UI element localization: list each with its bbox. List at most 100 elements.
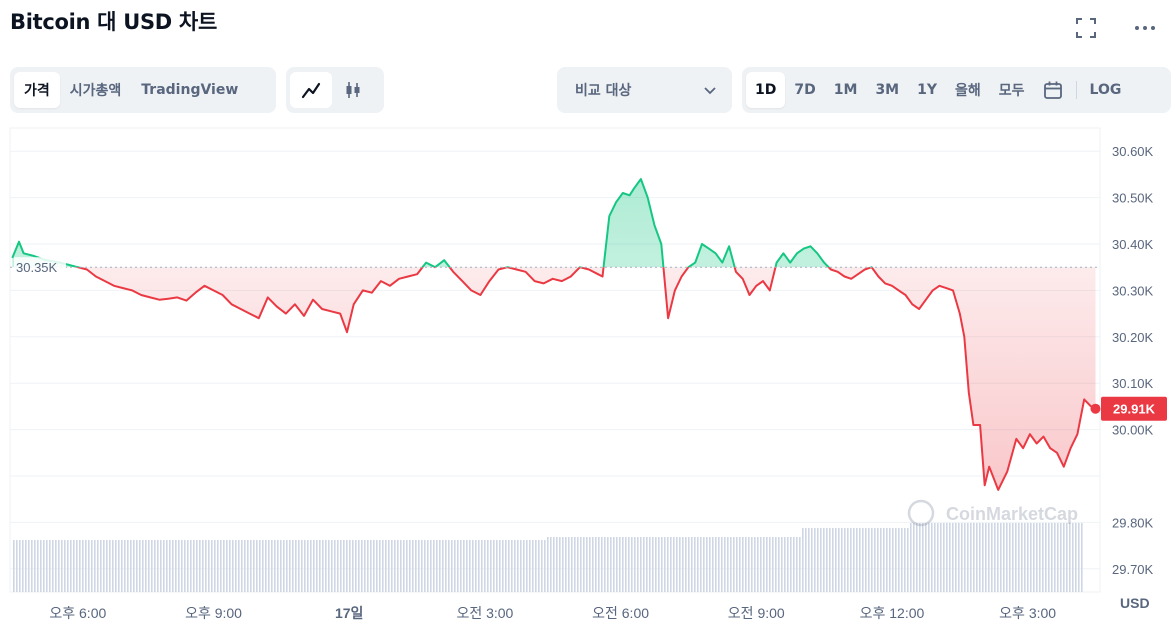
volume-bar xyxy=(553,537,555,592)
volume-bar xyxy=(604,537,606,592)
volume-bar xyxy=(496,540,498,592)
volume-bar xyxy=(313,540,315,592)
current-price-label: 29.91K xyxy=(1113,402,1156,417)
volume-bar xyxy=(172,540,174,592)
volume-bar xyxy=(886,528,888,592)
volume-bar xyxy=(127,540,129,592)
volume-bar xyxy=(106,540,108,592)
tab-market-cap[interactable]: 시가총액 xyxy=(69,83,122,99)
volume-bar xyxy=(226,540,228,592)
y-tick-label: 30.30K xyxy=(1112,283,1154,298)
volume-bar xyxy=(121,540,123,592)
volume-bar xyxy=(460,540,462,592)
volume-bar xyxy=(799,537,801,592)
compare-label: 비교 대상 xyxy=(575,83,632,99)
volume-bar xyxy=(532,540,534,592)
volume-bar xyxy=(1081,523,1083,592)
volume-bar xyxy=(94,540,96,592)
volume-bar xyxy=(253,540,255,592)
volume-bar xyxy=(481,540,483,592)
date-range-button[interactable] xyxy=(1034,72,1072,108)
range-1m[interactable]: 1M xyxy=(833,82,858,98)
volume-bar xyxy=(343,540,345,592)
volume-bar xyxy=(457,540,459,592)
volume-bar xyxy=(523,540,525,592)
tab-tradingview[interactable]: TradingView xyxy=(141,82,239,98)
x-tick-label: 오전 9:00 xyxy=(728,605,785,621)
volume-bar xyxy=(49,540,51,592)
y-tick-label: 30.60K xyxy=(1112,144,1154,159)
volume-bar xyxy=(841,528,843,592)
volume-bar xyxy=(31,540,33,592)
volume-bar xyxy=(868,528,870,592)
volume-bar xyxy=(1069,523,1071,592)
volume-bar xyxy=(316,540,318,592)
volume-bar xyxy=(484,540,486,592)
range-1d[interactable]: 1D xyxy=(746,72,786,108)
volume-bar xyxy=(61,540,63,592)
volume-bar xyxy=(154,540,156,592)
volume-bar xyxy=(724,537,726,592)
range-7d[interactable]: 7D xyxy=(794,82,816,98)
volume-bar xyxy=(454,540,456,592)
volume-bar xyxy=(463,540,465,592)
x-tick-label: 오후 6:00 xyxy=(49,605,106,621)
volume-bar xyxy=(940,523,942,592)
more-options-icon[interactable] xyxy=(1131,14,1159,42)
volume-bar xyxy=(241,540,243,592)
line-chart-button[interactable] xyxy=(290,72,332,108)
volume-bar xyxy=(772,537,774,592)
volume-bar xyxy=(970,523,972,592)
last-price-dot xyxy=(1090,403,1101,414)
volume-bar xyxy=(328,540,330,592)
tab-price[interactable]: 가격 xyxy=(14,72,60,108)
volume-bar xyxy=(985,523,987,592)
volume-bar xyxy=(55,540,57,592)
volume-bar xyxy=(790,537,792,592)
range-1y[interactable]: 1Y xyxy=(917,82,938,98)
compare-dropdown[interactable]: 비교 대상 xyxy=(557,67,732,113)
volume-bar xyxy=(808,528,810,592)
log-scale-toggle[interactable]: LOG xyxy=(1089,82,1122,98)
volume-bar xyxy=(631,537,633,592)
volume-bar xyxy=(565,537,567,592)
candlestick-button[interactable] xyxy=(332,72,374,108)
volume-bar xyxy=(28,540,30,592)
baseline-label: 30.35K xyxy=(16,260,58,275)
volume-bar xyxy=(664,537,666,592)
volume-bar xyxy=(256,540,258,592)
volume-bar xyxy=(142,540,144,592)
volume-bar xyxy=(922,523,924,592)
volume-bar xyxy=(76,540,78,592)
volume-bar xyxy=(1066,523,1068,592)
coinmarketcap-watermark: CoinMarketCap xyxy=(907,499,1078,527)
volume-bar xyxy=(715,537,717,592)
volume-bar xyxy=(211,540,213,592)
volume-bar xyxy=(13,540,15,592)
volume-bar xyxy=(997,523,999,592)
volume-bar xyxy=(403,540,405,592)
toolbar-divider xyxy=(1075,81,1077,99)
price-chart[interactable]: 30.60K 30.50K 30.40K 30.30K 30.20K 30.10K 30.0… xyxy=(0,120,1172,624)
volume-bar xyxy=(145,540,147,592)
volume-bar xyxy=(1042,523,1044,592)
range-3m[interactable]: 3M xyxy=(875,82,900,98)
volume-bar xyxy=(727,537,729,592)
volume-bar xyxy=(949,523,951,592)
volume-bar xyxy=(262,540,264,592)
volume-bar xyxy=(670,537,672,592)
volume-bar xyxy=(685,537,687,592)
volume-bar xyxy=(409,540,411,592)
range-all[interactable]: 모두 xyxy=(998,83,1025,99)
time-range-tabs: 1D 7D 1M 3M 1Y 올해 모두 LOG xyxy=(742,67,1171,113)
volume-bar xyxy=(643,537,645,592)
volume-bar xyxy=(34,540,36,592)
volume-bar xyxy=(385,540,387,592)
volume-bar xyxy=(97,540,99,592)
x-tick-label: 오후 3:00 xyxy=(999,605,1056,621)
fullscreen-icon[interactable] xyxy=(1072,14,1100,42)
range-ytd[interactable]: 올해 xyxy=(955,83,981,99)
volume-bar xyxy=(511,540,513,592)
volume-bar xyxy=(937,523,939,592)
volume-bar xyxy=(247,540,249,592)
